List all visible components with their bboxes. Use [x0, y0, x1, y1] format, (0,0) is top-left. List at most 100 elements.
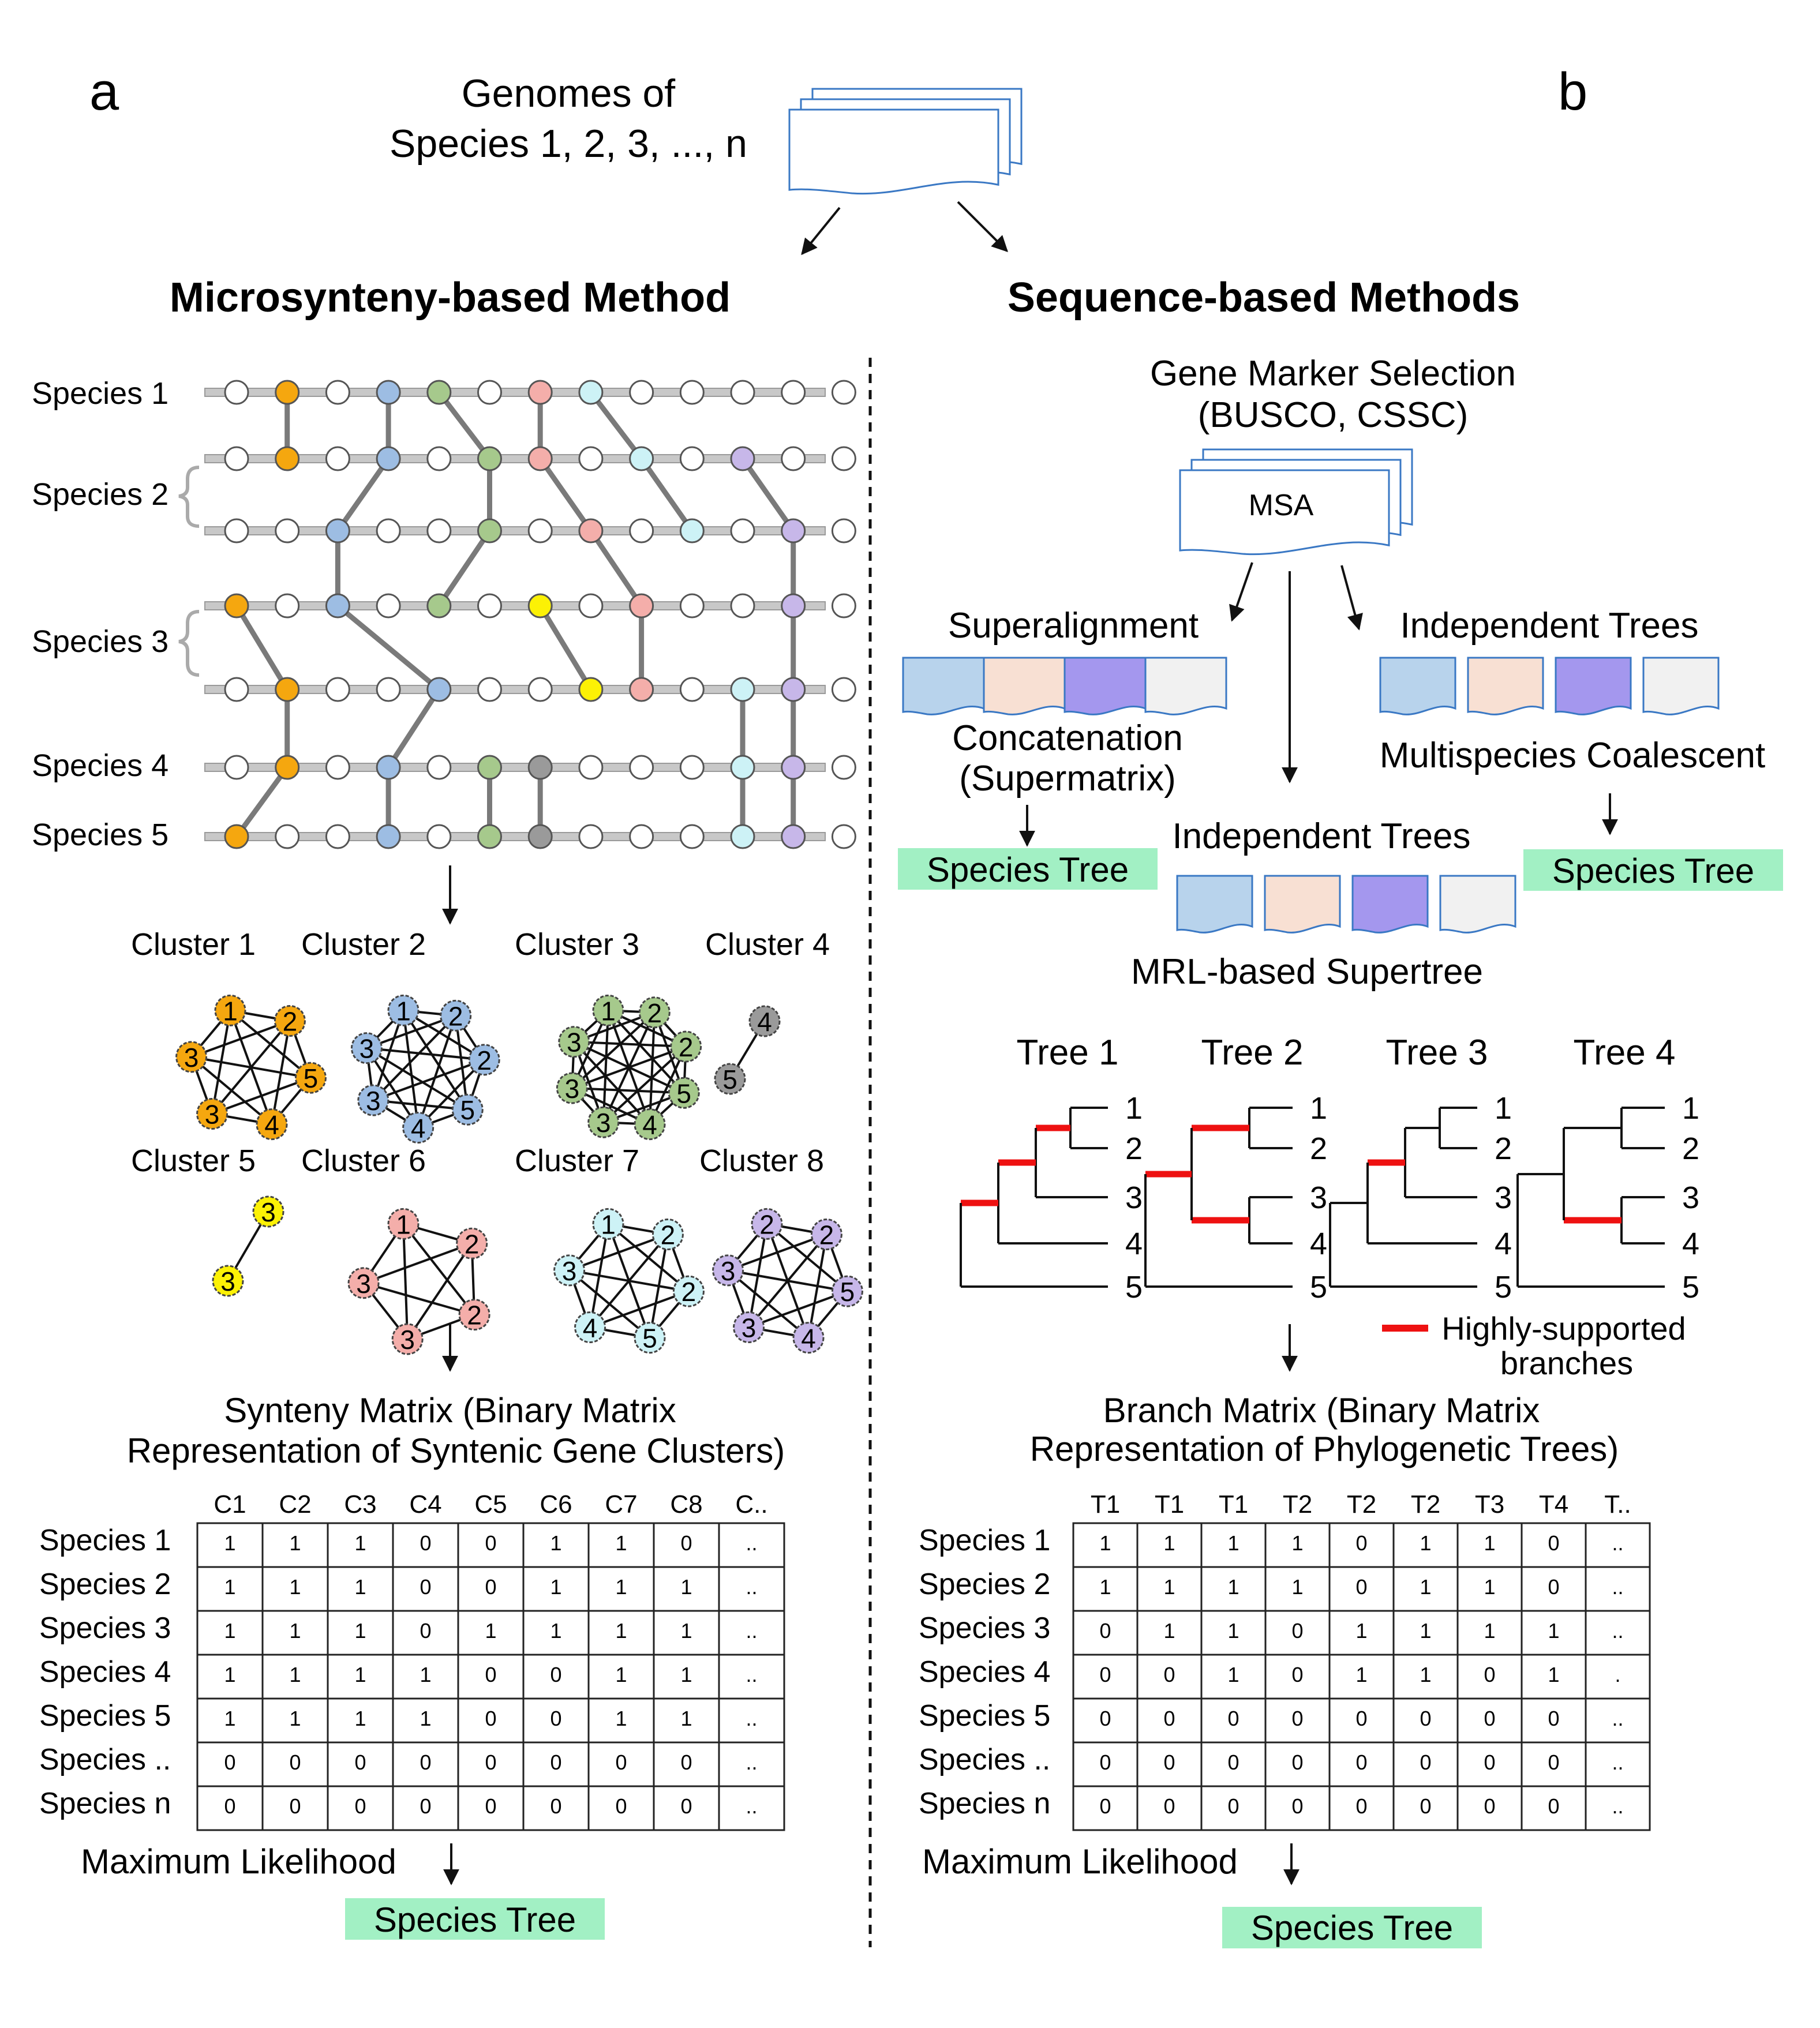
matrix-cell: [1585, 1566, 1651, 1612]
matrix-cell: [718, 1654, 785, 1700]
superalignment-label: Superalignment: [948, 606, 1199, 646]
arrow-to-coalescent: [1340, 565, 1363, 631]
cluster-node: [214, 994, 246, 1026]
cluster-edge: [363, 1242, 473, 1284]
matrix-cell-value: 0: [680, 1750, 692, 1774]
cluster-node: [638, 996, 671, 1029]
tree-4: Tree 41 2 3 4 5: [1516, 1033, 1699, 1304]
matrix-cell-value: 0: [289, 1750, 301, 1774]
gene-cyan: [730, 755, 755, 780]
matrix-cell: [1456, 1566, 1523, 1612]
matrix-cell-value: 1: [354, 1531, 366, 1555]
matrix-cell-value: 0: [680, 1794, 692, 1818]
cluster-edge: [417, 1059, 485, 1129]
cluster-node: [175, 1041, 208, 1073]
matrix-row-label: Species 3: [39, 1611, 171, 1645]
gene-orange: [275, 446, 300, 471]
gene-yellow: [578, 677, 604, 702]
tree-leaf-label: 2: [1310, 1131, 1327, 1166]
cluster-node: [252, 1195, 284, 1228]
cluster-edge: [211, 1077, 312, 1115]
panel-letter-b: b: [1558, 62, 1587, 121]
matrix-row-label: Species 3: [919, 1611, 1050, 1645]
matrix-cell-value: 1: [289, 1575, 301, 1599]
cluster-label: Cluster 7: [515, 1144, 639, 1178]
matrix-cell-value: 0: [485, 1707, 496, 1730]
cluster-node: [558, 1026, 590, 1058]
gene-pink: [527, 380, 553, 405]
matrix-column-header: T4: [1539, 1490, 1568, 1519]
gene: [224, 677, 249, 702]
cluster-node-label: 1: [601, 1209, 616, 1239]
independent-trees-mid-label: Independent Trees: [1172, 816, 1470, 856]
cluster-node-label: 3: [366, 1086, 381, 1116]
species-tree-box-left: [898, 848, 1158, 890]
cluster-node-label: 3: [220, 1266, 235, 1296]
gene: [730, 593, 755, 618]
matrix-cell: [718, 1697, 785, 1744]
cluster-node-label: 3: [742, 1313, 757, 1343]
matrix-cell: [327, 1785, 394, 1831]
matrix-cell: [653, 1566, 720, 1612]
species-tree-label-right: Species Tree: [1552, 852, 1754, 890]
gene-green: [477, 755, 502, 780]
matrix-cell-value: 0: [1163, 1707, 1175, 1730]
cluster-edge: [568, 1269, 651, 1339]
matrix-cell-value: 1: [354, 1707, 366, 1730]
cluster-node: [634, 1322, 666, 1354]
matrix-cell: [261, 1566, 329, 1612]
ml-label-b: Maximum Likelihood: [922, 1842, 1238, 1881]
msa-label: MSA: [1249, 489, 1314, 522]
matrix-cell-value: 1: [354, 1663, 366, 1686]
matrix-cell-value: ..: [1612, 1619, 1623, 1643]
matrix-cell: [653, 1610, 720, 1656]
cluster-node-label: 5: [676, 1078, 691, 1108]
gene-gray: [527, 824, 553, 849]
matrix-cell: [1200, 1522, 1267, 1568]
cluster-node-label: 1: [223, 996, 238, 1026]
matrix-cell-value: 1: [224, 1707, 235, 1730]
gene: [730, 518, 755, 543]
chromosome-track: [204, 832, 826, 841]
cluster-node: [256, 1108, 288, 1141]
tree-leaf-label: 2: [1682, 1131, 1699, 1166]
mid-trees-doc-2: [1264, 875, 1341, 934]
cluster-edge: [363, 1281, 475, 1316]
species-tree-box-bottom: [1222, 1907, 1482, 1948]
matrix-cell: [392, 1741, 459, 1787]
cluster-node: [468, 1044, 500, 1076]
cluster-node-label: 4: [642, 1110, 657, 1140]
matrix-cell-value: 0: [1291, 1750, 1303, 1774]
matrix-cell-value: 1: [680, 1619, 692, 1643]
branch-matrix-title-line2: Representation of Phylogenetic Trees): [1030, 1430, 1619, 1468]
tree-leaf-label: 3: [1125, 1180, 1143, 1215]
matrix-cell-value: 0: [1163, 1794, 1175, 1818]
species-tree-box-right: [1523, 849, 1783, 891]
gene-green: [477, 824, 502, 849]
cluster-edge: [190, 1056, 273, 1126]
chromosome-track: [204, 388, 826, 397]
cluster-node-label: 1: [396, 996, 411, 1026]
gene: [224, 518, 249, 543]
gene-green: [477, 518, 502, 543]
cluster-node: [553, 1254, 586, 1287]
matrix-cell-value: 0: [224, 1750, 235, 1774]
matrix-cell: [718, 1785, 785, 1831]
right-trees-doc-4: [1642, 657, 1720, 715]
matrix-cell: [1521, 1741, 1587, 1787]
matrix-cell-value: 0: [1291, 1663, 1303, 1686]
chromosome-track: [204, 763, 826, 772]
tree-leaf-label: 3: [1310, 1180, 1327, 1215]
tree-leaf-label: 3: [1495, 1180, 1512, 1215]
matrix-cell: [457, 1785, 525, 1831]
cluster-node-label: 2: [759, 1209, 774, 1239]
matrix-cell: [1136, 1697, 1203, 1744]
matrix-cell-value: 0: [1355, 1575, 1367, 1599]
tree-leaf-label: 1: [1495, 1091, 1512, 1126]
matrix-cell: [1136, 1654, 1203, 1700]
synteny-link: [538, 457, 593, 533]
matrix-column-header: T2: [1347, 1490, 1376, 1519]
matrix-cell-value: 1: [289, 1707, 301, 1730]
gene: [325, 380, 350, 405]
matrix-cell: [1264, 1610, 1331, 1656]
